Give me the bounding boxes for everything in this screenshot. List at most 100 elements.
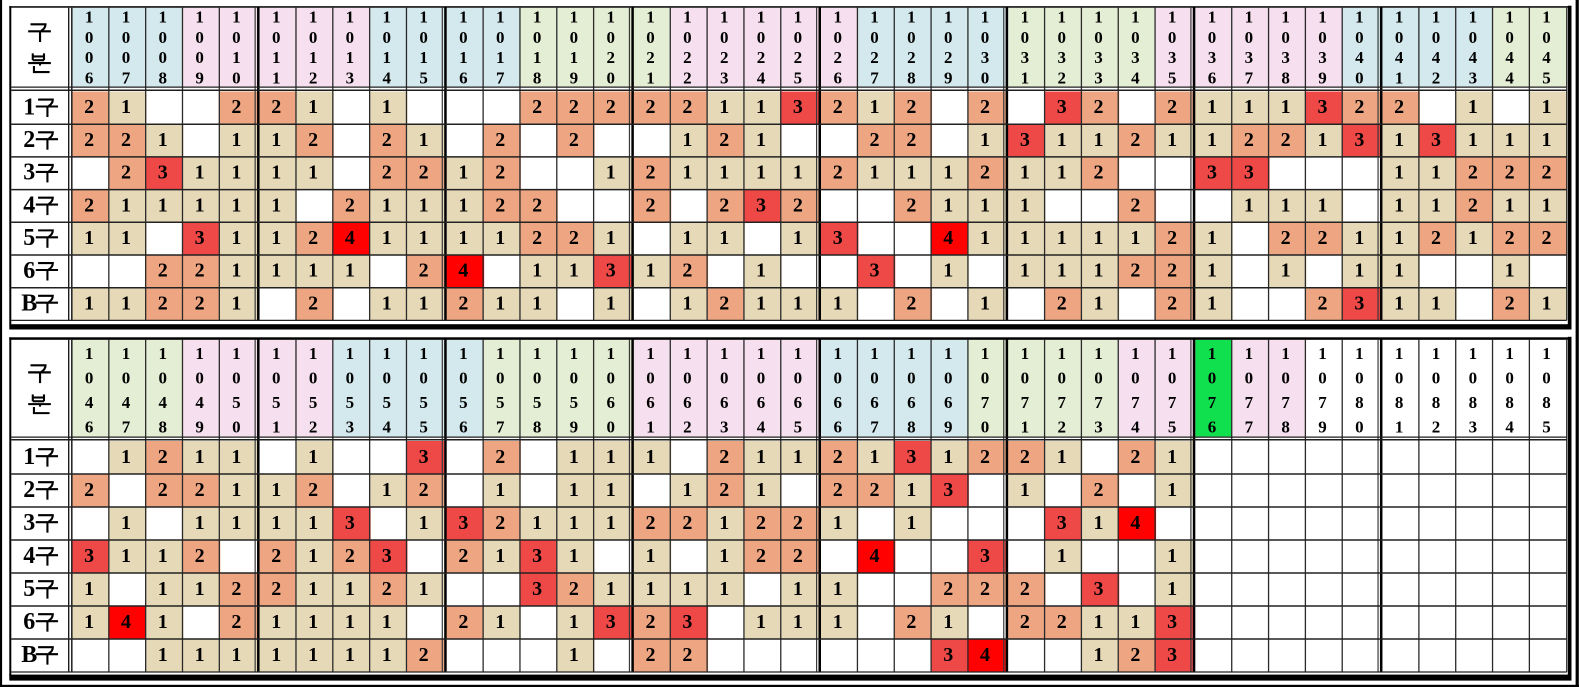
svg-text:8: 8: [159, 68, 168, 87]
svg-text:1: 1: [646, 578, 656, 600]
svg-text:0: 0: [1245, 28, 1254, 47]
svg-text:1: 1: [980, 194, 990, 216]
svg-text:3: 3: [1021, 48, 1030, 67]
svg-text:2: 2: [458, 292, 468, 314]
svg-text:1: 1: [756, 96, 766, 118]
svg-text:1: 1: [1094, 292, 1104, 314]
svg-text:1: 1: [1021, 344, 1030, 363]
svg-text:5: 5: [1168, 68, 1177, 87]
svg-text:1: 1: [1542, 8, 1551, 27]
svg-text:1: 1: [1167, 545, 1177, 567]
svg-text:1: 1: [682, 129, 692, 151]
svg-text:0: 0: [122, 369, 131, 388]
svg-text:1: 1: [1431, 162, 1441, 184]
svg-text:1: 1: [646, 68, 655, 87]
svg-text:1: 1: [231, 292, 241, 314]
svg-text:2: 2: [195, 479, 205, 501]
svg-text:3: 3: [158, 162, 168, 184]
svg-text:3: 3: [84, 545, 94, 567]
svg-text:1: 1: [496, 344, 505, 363]
svg-text:1: 1: [382, 227, 392, 249]
svg-text:5: 5: [23, 225, 35, 251]
svg-text:1: 1: [533, 344, 542, 363]
svg-text:1: 1: [1468, 96, 1478, 118]
svg-text:1: 1: [1020, 260, 1030, 282]
svg-text:2: 2: [1281, 227, 1291, 249]
svg-text:2: 2: [1130, 446, 1140, 468]
svg-text:2: 2: [646, 194, 656, 216]
svg-text:1: 1: [1208, 344, 1217, 363]
svg-text:2: 2: [419, 162, 429, 184]
svg-text:3: 3: [1094, 578, 1104, 600]
svg-text:1: 1: [496, 48, 505, 67]
svg-text:1: 1: [231, 260, 241, 282]
svg-text:1: 1: [833, 611, 843, 633]
svg-text:6: 6: [833, 68, 842, 87]
svg-text:1: 1: [345, 644, 355, 666]
svg-text:5: 5: [419, 68, 428, 87]
svg-text:1: 1: [833, 578, 843, 600]
svg-text:6: 6: [646, 393, 655, 412]
svg-text:1: 1: [1208, 8, 1217, 27]
svg-text:6: 6: [85, 418, 94, 437]
svg-text:5: 5: [346, 393, 355, 412]
svg-text:1: 1: [122, 344, 131, 363]
svg-text:2: 2: [1167, 292, 1177, 314]
svg-text:0: 0: [419, 369, 428, 388]
svg-text:0: 0: [1432, 369, 1441, 388]
svg-text:0: 0: [496, 369, 505, 388]
svg-text:4: 4: [383, 418, 392, 437]
svg-text:1: 1: [1167, 578, 1177, 600]
svg-text:4: 4: [121, 611, 131, 633]
svg-text:2: 2: [1541, 162, 1551, 184]
svg-text:1: 1: [308, 545, 318, 567]
svg-text:1: 1: [158, 194, 168, 216]
svg-text:4: 4: [757, 418, 766, 437]
svg-text:1: 1: [1281, 194, 1291, 216]
svg-text:1: 1: [569, 446, 579, 468]
svg-text:5: 5: [1168, 418, 1177, 437]
svg-text:2: 2: [121, 129, 131, 151]
svg-text:1: 1: [570, 344, 579, 363]
svg-text:2: 2: [195, 545, 205, 567]
svg-text:1: 1: [459, 344, 468, 363]
svg-text:8: 8: [907, 68, 916, 87]
svg-text:1: 1: [232, 344, 241, 363]
svg-text:3: 3: [382, 545, 392, 567]
svg-text:4: 4: [1505, 68, 1514, 87]
svg-text:1: 1: [1431, 292, 1441, 314]
svg-text:4: 4: [1505, 418, 1514, 437]
svg-text:1: 1: [980, 292, 990, 314]
svg-text:0: 0: [757, 28, 766, 47]
svg-text:2: 2: [683, 68, 692, 87]
svg-text:1: 1: [756, 162, 766, 184]
svg-text:3: 3: [1245, 48, 1254, 67]
svg-text:2: 2: [1020, 446, 1030, 468]
svg-text:2: 2: [833, 446, 843, 468]
svg-text:1: 1: [195, 644, 205, 666]
svg-text:1: 1: [1021, 418, 1030, 437]
svg-text:1: 1: [419, 344, 428, 363]
svg-text:2: 2: [906, 129, 916, 151]
svg-text:1: 1: [646, 8, 655, 27]
svg-text:3: 3: [682, 611, 692, 633]
svg-text:4: 4: [458, 260, 468, 282]
svg-text:1: 1: [346, 8, 355, 27]
svg-text:1: 1: [159, 8, 168, 27]
svg-text:2: 2: [1094, 162, 1104, 184]
svg-text:3: 3: [1354, 292, 1364, 314]
svg-text:0: 0: [1281, 28, 1290, 47]
svg-text:1: 1: [419, 48, 428, 67]
svg-text:7: 7: [1245, 68, 1254, 87]
svg-text:2: 2: [84, 96, 94, 118]
svg-text:4: 4: [383, 68, 392, 87]
svg-text:1: 1: [1318, 194, 1328, 216]
svg-text:1: 1: [1354, 227, 1364, 249]
svg-text:1: 1: [682, 227, 692, 249]
svg-text:1: 1: [569, 260, 579, 282]
svg-text:2: 2: [1432, 418, 1441, 437]
svg-text:2: 2: [606, 96, 616, 118]
svg-text:1: 1: [495, 611, 505, 633]
svg-text:0: 0: [309, 28, 318, 47]
svg-text:1: 1: [1094, 129, 1104, 151]
